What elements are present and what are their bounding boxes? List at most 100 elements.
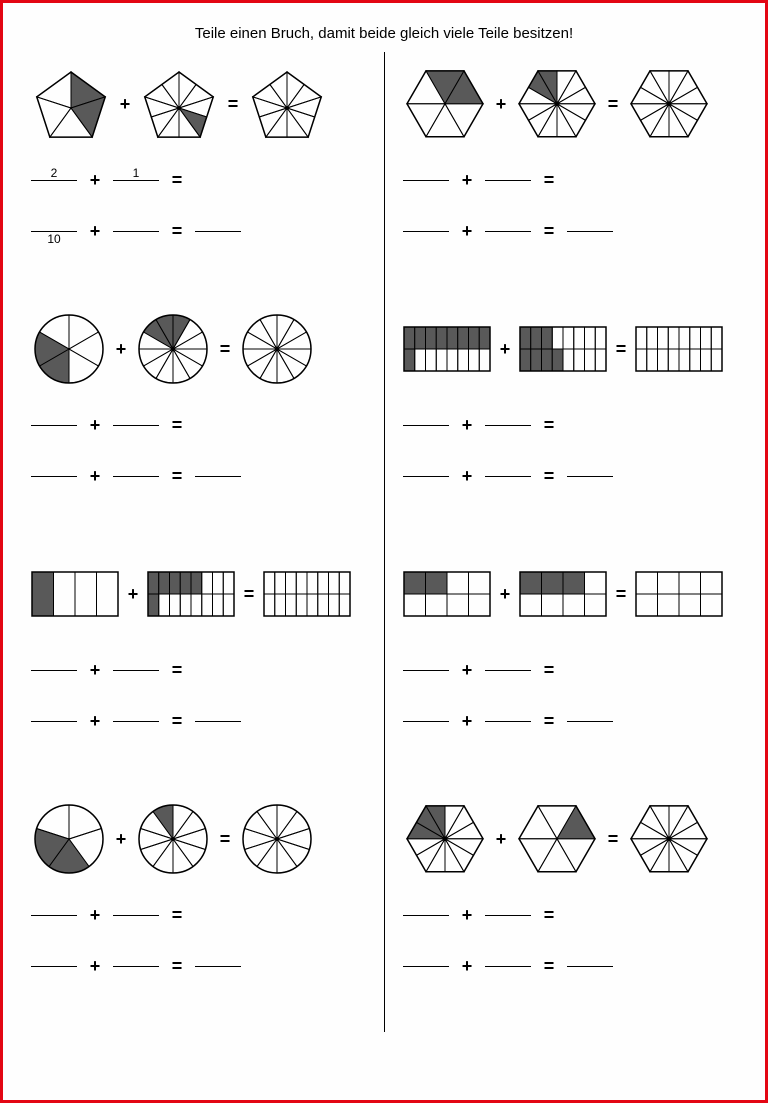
equals-op: =	[241, 584, 257, 605]
fraction-shape	[239, 311, 315, 387]
fraction-blank	[113, 707, 159, 736]
equals-op: =	[169, 905, 185, 926]
page-title: Teile einen Bruch, damit beide gleich vi…	[3, 3, 765, 52]
fraction-shape	[627, 801, 711, 877]
shapes-row: +=	[31, 52, 366, 152]
shapes-row: +=	[403, 52, 738, 152]
fraction-blank	[485, 901, 531, 930]
fraction-blank	[485, 656, 531, 685]
fraction-blank	[485, 707, 531, 736]
fraction-shape	[403, 571, 491, 617]
fraction-shape	[135, 311, 211, 387]
fraction-shape	[31, 571, 119, 617]
fraction-blank: 10	[31, 217, 77, 246]
equals-op: =	[541, 660, 557, 681]
equation-row-2: +=	[403, 462, 738, 491]
fraction-shape	[147, 571, 235, 617]
equation-row-1: +=	[403, 901, 738, 930]
fraction-blank	[567, 952, 613, 981]
problem-p5: +=+=+=	[31, 542, 366, 787]
equation-row-2: +=	[31, 707, 366, 736]
plus-op: +	[459, 415, 475, 436]
equals-op: =	[541, 415, 557, 436]
shapes-row: +=	[403, 542, 738, 642]
plus-op: +	[493, 829, 509, 850]
equation-row-2: +=	[31, 462, 366, 491]
worksheet-page: Teile einen Bruch, damit beide gleich vi…	[0, 0, 768, 1103]
plus-op: +	[459, 170, 475, 191]
fraction-shape	[139, 64, 219, 144]
equals-op: =	[169, 415, 185, 436]
equation-row-1: 2+1=	[31, 166, 366, 195]
problem-p6: +=+=+=	[403, 542, 738, 787]
plus-op: +	[113, 339, 129, 360]
plus-op: +	[113, 829, 129, 850]
equation-row-1: +=	[403, 411, 738, 440]
fraction-blank	[403, 656, 449, 685]
problem-p3: +=+=+=	[31, 297, 366, 542]
fraction-shape	[31, 311, 107, 387]
fraction-blank	[567, 707, 613, 736]
plus-op: +	[87, 905, 103, 926]
fraction-shape	[263, 571, 351, 617]
equals-op: =	[613, 339, 629, 360]
fraction-blank	[485, 952, 531, 981]
problem-p2: +=+=+=	[403, 52, 738, 297]
plus-op: +	[87, 170, 103, 191]
fraction-blank	[485, 166, 531, 195]
equals-op: =	[541, 905, 557, 926]
fraction-blank	[485, 217, 531, 246]
plus-op: +	[459, 466, 475, 487]
plus-op: +	[459, 221, 475, 242]
equals-op: =	[169, 170, 185, 191]
fraction-blank	[31, 411, 77, 440]
problem-p4: +=+=+=	[403, 297, 738, 542]
shapes-row: +=	[31, 787, 366, 887]
plus-op: +	[87, 711, 103, 732]
fraction-blank	[195, 217, 241, 246]
equals-op: =	[541, 466, 557, 487]
fraction-blank	[195, 707, 241, 736]
equation-row-1: +=	[403, 166, 738, 195]
equals-op: =	[541, 956, 557, 977]
plus-op: +	[125, 584, 141, 605]
plus-op: +	[459, 711, 475, 732]
fraction-blank	[195, 462, 241, 491]
fraction-shape	[519, 326, 607, 372]
fraction-blank	[113, 901, 159, 930]
content-area: +=2+1=10+=+=+=+=+=+=+=+=+=+= +=+=+=+=+=+…	[3, 52, 765, 1052]
equals-op: =	[541, 170, 557, 191]
equation-row-2: +=	[31, 952, 366, 981]
right-column: +=+=+=+=+=+=+=+=+=+=+=+=	[403, 52, 738, 1032]
fraction-blank	[403, 411, 449, 440]
plus-op: +	[497, 584, 513, 605]
fraction-blank	[567, 217, 613, 246]
equals-op: =	[169, 956, 185, 977]
fraction-shape	[635, 571, 723, 617]
shapes-row: +=	[403, 787, 738, 887]
fraction-blank	[113, 952, 159, 981]
fraction-blank	[113, 656, 159, 685]
fraction-blank	[31, 707, 77, 736]
plus-op: +	[497, 339, 513, 360]
shapes-row: +=	[31, 542, 366, 642]
problem-p7: +=+=+=	[31, 787, 366, 1032]
plus-op: +	[117, 94, 133, 115]
plus-op: +	[459, 905, 475, 926]
plus-op: +	[493, 94, 509, 115]
fraction-blank	[403, 166, 449, 195]
equals-op: =	[225, 94, 241, 115]
fraction-blank	[403, 707, 449, 736]
fraction-blank	[195, 952, 241, 981]
equals-op: =	[613, 584, 629, 605]
fraction-blank	[31, 462, 77, 491]
fraction-shape	[403, 66, 487, 142]
equation-row-1: +=	[31, 411, 366, 440]
equation-row-2: +=	[403, 217, 738, 246]
fraction-shape	[403, 326, 491, 372]
fraction-shape	[31, 801, 107, 877]
problem-p8: +=+=+=	[403, 787, 738, 1032]
fraction-shape	[31, 64, 111, 144]
fraction-shape	[515, 66, 599, 142]
equals-op: =	[217, 339, 233, 360]
